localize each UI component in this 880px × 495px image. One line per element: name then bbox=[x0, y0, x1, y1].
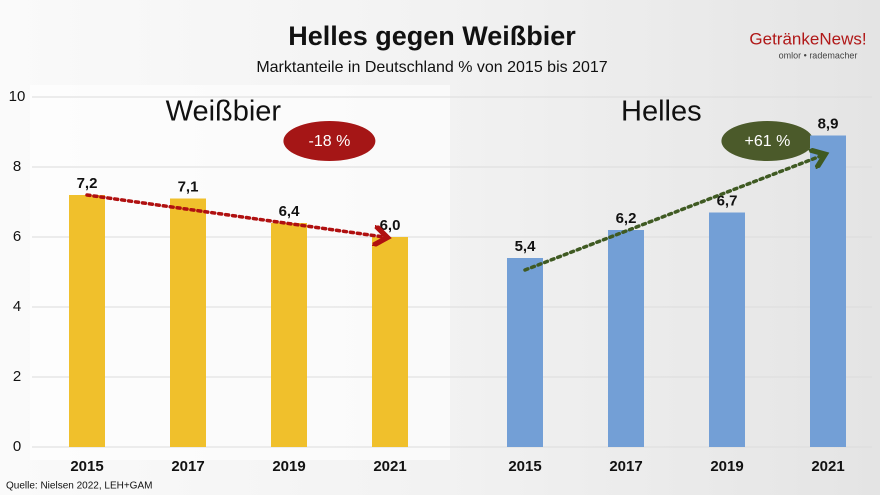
annotation-badge bbox=[283, 121, 376, 161]
bar bbox=[69, 195, 105, 447]
y-tick-label: 0 bbox=[13, 438, 21, 455]
bar bbox=[709, 212, 745, 447]
x-tick-label: 2019 bbox=[272, 458, 305, 475]
value-label: 6,0 bbox=[380, 217, 401, 234]
value-label: 8,9 bbox=[818, 115, 839, 132]
value-label: 6,4 bbox=[279, 203, 301, 220]
bar bbox=[608, 230, 644, 447]
y-tick-label: 10 bbox=[9, 88, 26, 105]
panel-title: Helles bbox=[621, 96, 702, 128]
x-tick-label: 2017 bbox=[609, 458, 642, 475]
value-label: 7,2 bbox=[77, 175, 98, 192]
y-tick-label: 2 bbox=[13, 368, 21, 385]
chart-subtitle: Marktanteile in Deutschland % von 2015 b… bbox=[256, 59, 607, 76]
value-label: 6,2 bbox=[616, 210, 637, 227]
x-tick-label: 2021 bbox=[811, 458, 844, 475]
value-label: 5,4 bbox=[515, 238, 537, 255]
trend-arrow bbox=[85, 193, 384, 237]
value-label: 6,7 bbox=[717, 192, 738, 209]
annotation: +61 % bbox=[744, 133, 790, 150]
x-tick-label: 2017 bbox=[171, 458, 204, 475]
annotation-badge bbox=[721, 121, 814, 161]
bar bbox=[372, 237, 408, 447]
bar bbox=[507, 258, 543, 447]
value-label: 7,1 bbox=[178, 178, 199, 195]
bar bbox=[170, 198, 206, 447]
x-tick-label: 2021 bbox=[373, 458, 406, 475]
x-tick-label: 2015 bbox=[508, 458, 541, 475]
brand-sub: omlor • rademacher bbox=[779, 50, 858, 60]
y-tick-label: 4 bbox=[13, 298, 21, 315]
x-tick-label: 2015 bbox=[70, 458, 103, 475]
trend-arrow bbox=[523, 156, 822, 272]
source: Quelle: Nielsen 2022, LEH+GAM bbox=[6, 481, 152, 492]
brand: GetränkeNews! bbox=[749, 29, 866, 48]
annotation: -18 % bbox=[309, 133, 351, 150]
panel-title: Weißbier bbox=[166, 96, 282, 128]
y-tick-label: 6 bbox=[13, 228, 21, 245]
chart-title: Helles gegen Weißbier bbox=[288, 21, 576, 51]
y-tick-label: 8 bbox=[13, 158, 21, 175]
x-tick-label: 2019 bbox=[710, 458, 743, 475]
bar bbox=[810, 135, 846, 447]
bar bbox=[271, 223, 307, 447]
